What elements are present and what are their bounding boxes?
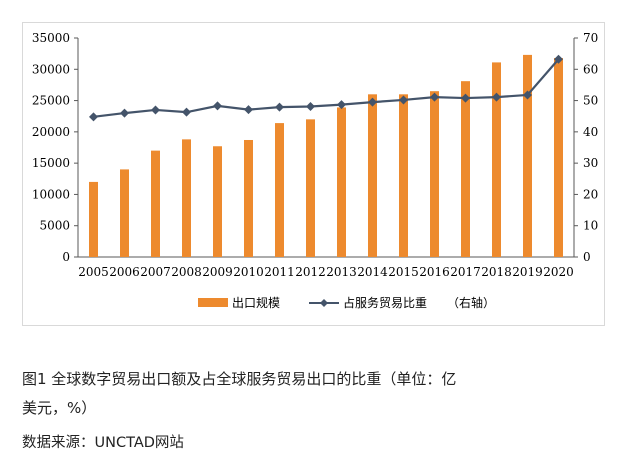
bar: [399, 94, 408, 257]
x-axis-tick-label: 2013: [326, 265, 357, 279]
bar: [120, 169, 129, 257]
right-axis-tick-label: 10: [583, 219, 598, 233]
right-axis-tick-label: 40: [583, 125, 598, 139]
right-axis-tick-label: 60: [583, 62, 598, 76]
x-axis-tick-label: 2012: [295, 265, 326, 279]
right-axis-tick-label: 50: [583, 94, 598, 108]
line-point: [492, 92, 501, 102]
x-axis-tick-label: 2017: [450, 265, 481, 279]
right-axis-tick-label: 70: [583, 31, 598, 45]
left-axis-tick-label: 5000: [39, 219, 70, 233]
legend-label-line: 占服务贸易比重: [343, 295, 427, 310]
figure-caption: 图1 全球数字贸易出口额及占全球服务贸易出口的比重（单位：亿: [22, 370, 457, 388]
bar: [430, 91, 439, 257]
left-axis-tick-label: 25000: [32, 94, 70, 108]
data-source: 数据来源：UNCTAD网站: [22, 435, 184, 451]
line-point: [244, 105, 253, 115]
x-axis-tick-label: 2009: [202, 265, 233, 279]
bar: [213, 146, 222, 257]
left-axis-tick-label: 20000: [32, 125, 70, 139]
x-axis-tick-label: 2010: [233, 265, 264, 279]
line-point: [554, 54, 563, 64]
line-point: [182, 107, 191, 117]
x-axis-tick-label: 2007: [140, 265, 171, 279]
bar: [368, 94, 377, 257]
x-axis-tick-label: 2008: [171, 265, 202, 279]
x-axis-tick-label: 2006: [109, 265, 140, 279]
line-point: [213, 101, 222, 111]
line-point: [368, 97, 377, 107]
share-line: [93, 58, 560, 118]
line-point: [430, 92, 439, 102]
left-axis-tick-label: 35000: [32, 31, 70, 45]
x-axis-tick-label: 2011: [264, 265, 295, 279]
right-axis-tick-label: 20: [583, 187, 598, 201]
chart-frame: 0 5000 10000 15000 20000 25000 30000 35000 0 10 20…: [22, 22, 605, 326]
bar: [337, 107, 346, 257]
bar: [306, 119, 315, 257]
x-axis-tick-label: 2019: [512, 265, 543, 279]
figure-caption-continued: 美元，%）: [22, 399, 97, 417]
legend-right-axis-note: （右轴）: [447, 295, 495, 310]
legend-label-bar: 出口规模: [232, 295, 280, 310]
bar: [492, 62, 501, 257]
line-point: [89, 112, 98, 122]
x-axis-tick-label: 2018: [481, 265, 512, 279]
left-axis-tick-label: 10000: [32, 187, 70, 201]
x-axis-tick-label: 2005: [78, 265, 109, 279]
line-point: [523, 90, 532, 100]
bar: [554, 58, 563, 257]
legend-swatch-marker: [320, 299, 328, 307]
bar: [275, 123, 284, 258]
x-axis-tick-label: 2015: [388, 265, 419, 279]
line-point: [337, 100, 346, 110]
line-point: [120, 108, 129, 118]
bar: [89, 181, 98, 257]
bar: [182, 139, 191, 257]
right-axis-tick-label: 0: [583, 250, 591, 264]
x-axis-tick-label: 2016: [419, 265, 450, 279]
bar: [461, 81, 470, 257]
bar: [244, 139, 253, 257]
line-point: [275, 102, 284, 112]
line-point: [461, 93, 470, 103]
right-axis-tick-label: 30: [583, 156, 598, 170]
left-axis-tick-label: 0: [62, 250, 70, 264]
x-axis-tick-label: 2014: [357, 265, 388, 279]
x-axis-tick-label: 2020: [543, 265, 574, 279]
line-point: [306, 102, 315, 112]
line-point: [151, 105, 160, 115]
bar: [151, 150, 160, 257]
left-axis-tick-label: 30000: [32, 62, 70, 76]
legend-swatch-bar: [198, 298, 228, 307]
bar: [523, 54, 532, 257]
line-point: [399, 95, 408, 105]
combo-chart: 0 5000 10000 15000 20000 25000 30000 35000 0 10 20…: [32, 31, 598, 310]
left-axis-tick-label: 15000: [32, 156, 70, 170]
